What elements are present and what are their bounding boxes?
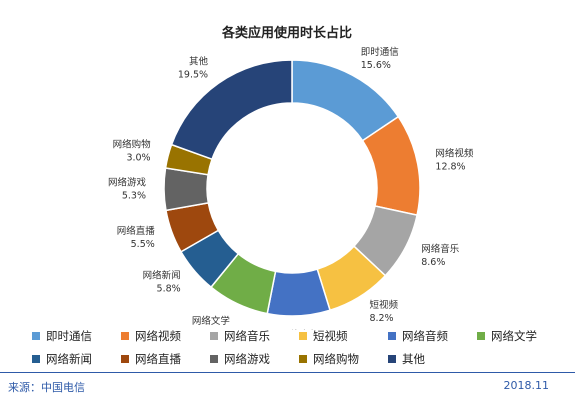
slice-label-10: 其他 19.5%: [178, 56, 209, 81]
slice-value-7: 5.5%: [131, 239, 155, 250]
legend-swatch-4: [388, 332, 396, 340]
chart-title: 各类应用使用时长占比: [221, 25, 352, 41]
slice-name-3: 短视频: [369, 299, 398, 311]
legend-item-1: 网络视频: [121, 328, 196, 344]
legend-label-5: 网络文学: [491, 329, 537, 343]
legend-label-9: 网络购物: [313, 352, 359, 366]
slice-label-6: 网络新闻 5.8%: [143, 269, 181, 294]
legend-swatch-10: [388, 355, 396, 363]
legend-swatch-3: [299, 332, 307, 340]
slice-label-4: 网络音频7.9%: [281, 329, 320, 330]
legend-swatch-5: [477, 332, 485, 340]
slice-name-2: 网络音乐: [421, 243, 460, 255]
slice-label-7: 网络直播 5.5%: [117, 225, 156, 250]
slice-value-5: 7.8%: [206, 329, 230, 330]
legend-label-0: 即时通信: [46, 329, 92, 343]
legend-item-10: 其他: [388, 351, 463, 367]
slice-name-8: 网络游戏: [108, 176, 147, 188]
legend-label-6: 网络新闻: [46, 352, 92, 366]
legend-label-4: 网络音频: [402, 329, 448, 343]
legend-item-5: 网络文学: [477, 328, 552, 344]
legend-item-3: 短视频: [299, 328, 374, 344]
slice-label-5: 网络文学 7.8%: [192, 315, 230, 330]
legend-swatch-7: [121, 355, 129, 363]
legend-label-1: 网络视频: [135, 329, 181, 343]
legend-label-10: 其他: [402, 352, 425, 366]
slice-value-8: 5.3%: [122, 190, 146, 201]
slice-value-3: 8.2%: [369, 313, 393, 324]
legend: 即时通信 网络视频 网络音乐 短视频 网络音频 网络文学 网络新闻 网络直播 网络游戏 网络购物其…: [32, 328, 552, 367]
slice-name-10: 其他: [189, 56, 209, 68]
legend-item-7: 网络直播: [121, 351, 196, 367]
legend-item-0: 即时通信: [32, 328, 107, 344]
legend-swatch-0: [32, 332, 40, 340]
legend-swatch-1: [121, 332, 129, 340]
slice-value-9: 3.0%: [126, 153, 150, 164]
slice-label-0: 即时通信 15.6%: [361, 46, 399, 71]
slice-name-1: 网络视频: [435, 148, 474, 160]
legend-swatch-2: [210, 332, 218, 340]
slice-value-6: 5.8%: [157, 283, 181, 294]
slice-10: [170, 59, 293, 161]
legend-item-2: 网络音乐: [210, 328, 285, 344]
legend-swatch-8: [210, 355, 218, 363]
slice-value-1: 12.8%: [435, 162, 465, 173]
legend-label-8: 网络游戏: [224, 352, 270, 366]
slice-labels: 即时通信 15.6% 网络视频 12.8% 网络音乐 8.6% 短视频 8.2% 网络音频7.9…: [108, 46, 474, 330]
slice-name-5: 网络文学: [192, 315, 230, 327]
footer-divider: [0, 372, 575, 373]
slice-label-9: 网络购物 3.0%: [113, 139, 152, 164]
legend-label-7: 网络直播: [135, 352, 181, 366]
slice-name-6: 网络新闻: [143, 269, 181, 281]
legend-swatch-6: [32, 355, 40, 363]
legend-label-3: 短视频: [313, 329, 348, 343]
legend-item-8: 网络游戏: [210, 351, 285, 367]
donut-chart: 各类应用使用时长占比 即时通信 15.6% 网络视频 12.8% 网络音乐 8.6% 短视频…: [108, 25, 474, 330]
slice-value-2: 8.6%: [421, 257, 445, 268]
slice-value-0: 15.6%: [361, 60, 391, 71]
legend-item-4: 网络音频: [388, 328, 463, 344]
legend-item-6: 网络新闻: [32, 351, 107, 367]
footer-date: 2018.11: [503, 379, 550, 392]
slice-label-8: 网络游戏 5.3%: [108, 176, 147, 201]
slice-value-10: 19.5%: [178, 70, 208, 81]
slice-name-0: 即时通信: [361, 46, 399, 58]
slice-label-2: 网络音乐 8.6%: [421, 243, 460, 268]
slice-label-1: 网络视频 12.8%: [435, 148, 474, 173]
footer-source: 来源：中国电信: [8, 381, 85, 394]
slice-name-4: 网络音频: [281, 329, 320, 330]
donut-slices: [163, 59, 421, 317]
legend-swatch-9: [299, 355, 307, 363]
legend-item-9: 网络购物: [299, 351, 374, 367]
slice-name-9: 网络购物: [113, 139, 152, 151]
legend-label-2: 网络音乐: [224, 329, 270, 343]
slice-label-3: 短视频 8.2%: [369, 299, 398, 324]
slice-name-7: 网络直播: [117, 225, 156, 237]
